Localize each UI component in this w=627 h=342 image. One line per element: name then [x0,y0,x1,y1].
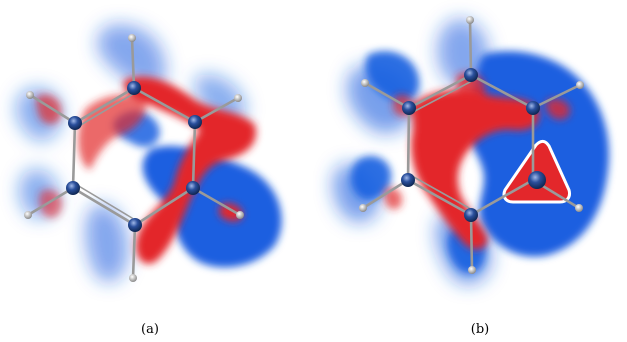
caption-b: (b) [470,322,490,337]
molecule-atoms-b [359,16,584,274]
density-map-b [332,16,609,285]
molecule-bonds-a [26,36,242,280]
panel-b [313,0,627,310]
molecule-bonds-b [361,18,582,272]
density-map-a [15,24,282,283]
caption-a: (a) [141,322,159,337]
panel-a [0,0,313,310]
molecule-atoms-a [24,34,244,282]
